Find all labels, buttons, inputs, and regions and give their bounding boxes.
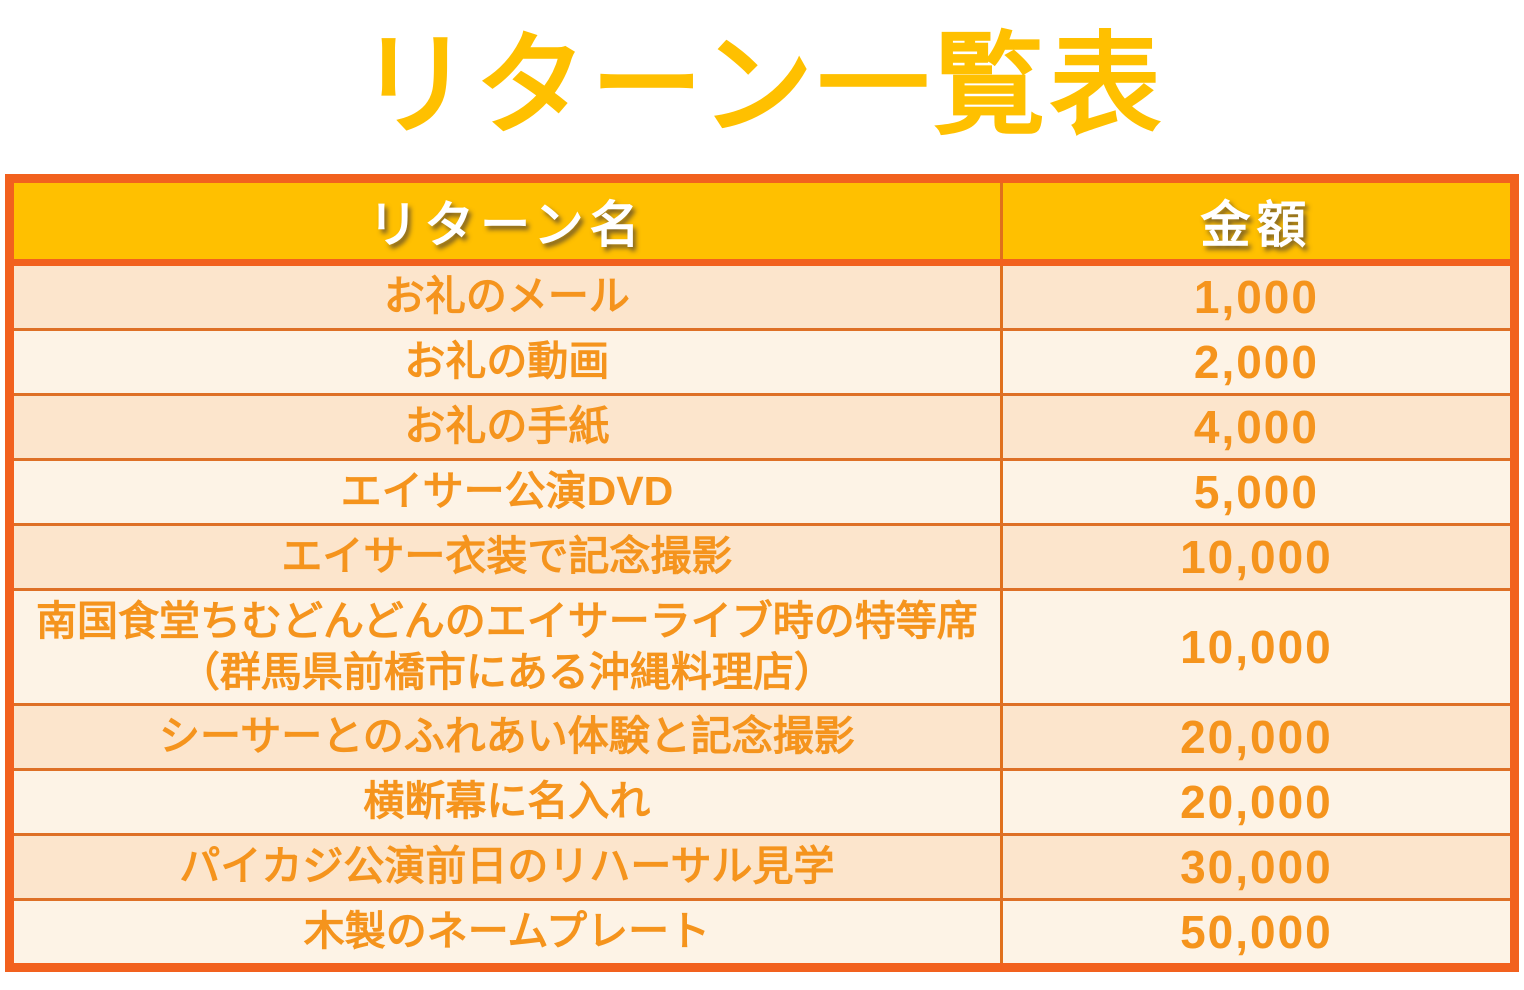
table-row: お礼のメール 1,000: [14, 266, 1510, 328]
return-amount: 20,000: [1180, 711, 1333, 763]
return-name-cell: お礼の動画: [14, 331, 1003, 393]
return-amount-cell: 1,000: [1003, 266, 1510, 328]
return-amount: 5,000: [1193, 466, 1319, 518]
table-row: 横断幕に名入れ 20,000: [14, 768, 1510, 833]
return-name: エイサー衣装で記念撮影: [281, 533, 733, 580]
column-header-return-name-label: リターン名: [368, 197, 646, 253]
return-amount-cell: 10,000: [1003, 526, 1510, 588]
column-header-return-name: リターン名: [14, 183, 1003, 259]
return-amount-cell: 2,000: [1003, 331, 1510, 393]
return-name: お礼の動画: [404, 338, 610, 385]
table-header-row: リターン名 金額: [14, 183, 1510, 266]
return-amount-cell: 30,000: [1003, 836, 1510, 898]
return-amount-cell: 10,000: [1003, 591, 1510, 703]
return-amount: 10,000: [1180, 621, 1333, 673]
column-header-amount-label: 金額: [1200, 197, 1313, 253]
table-row: お礼の動画 2,000: [14, 328, 1510, 393]
return-amount-cell: 5,000: [1003, 461, 1510, 523]
column-header-amount: 金額: [1003, 183, 1510, 259]
table-row: お礼の手紙 4,000: [14, 393, 1510, 458]
return-name-cell: お礼のメール: [14, 266, 1003, 328]
page-title: リターン一覧表: [358, 23, 1166, 148]
return-name: 南国食堂ちむどんどんのエイサーライブ時の特等席 （群馬県前橋市にある沖縄料理店）: [36, 597, 978, 695]
return-amount-cell: 50,000: [1003, 901, 1510, 963]
return-name-cell: 横断幕に名入れ: [14, 771, 1003, 833]
return-name-cell: パイカジ公演前日のリハーサル見学: [14, 836, 1003, 898]
return-amount-cell: 20,000: [1003, 771, 1510, 833]
return-name: お礼のメール: [383, 273, 630, 320]
return-amount: 4,000: [1193, 401, 1319, 453]
table-row: エイサー公演DVD 5,000: [14, 458, 1510, 523]
return-name-cell: シーサーとのふれあい体験と記念撮影: [14, 706, 1003, 768]
returns-table: リターン名 金額 お礼のメール 1,000 お礼の動画 2,000 お: [5, 174, 1519, 972]
table-row: 南国食堂ちむどんどんのエイサーライブ時の特等席 （群馬県前橋市にある沖縄料理店）…: [14, 588, 1510, 703]
return-name: お礼の手紙: [404, 403, 610, 450]
return-amount-cell: 20,000: [1003, 706, 1510, 768]
return-amount: 20,000: [1180, 776, 1333, 828]
table-row: 木製のネームプレート 50,000: [14, 898, 1510, 963]
return-amount-cell: 4,000: [1003, 396, 1510, 458]
return-amount: 30,000: [1180, 841, 1333, 893]
return-name-cell: 南国食堂ちむどんどんのエイサーライブ時の特等席 （群馬県前橋市にある沖縄料理店）: [14, 591, 1003, 703]
return-name: エイサー公演DVD: [340, 468, 674, 515]
return-name-cell: 木製のネームプレート: [14, 901, 1003, 963]
return-amount: 2,000: [1193, 336, 1319, 388]
return-name-cell: エイサー公演DVD: [14, 461, 1003, 523]
return-amount: 1,000: [1193, 271, 1319, 323]
table-row: パイカジ公演前日のリハーサル見学 30,000: [14, 833, 1510, 898]
return-name: シーサーとのふれあい体験と記念撮影: [159, 713, 855, 760]
return-name: パイカジ公演前日のリハーサル見学: [179, 843, 835, 890]
return-amount: 50,000: [1180, 906, 1333, 958]
return-name-cell: お礼の手紙: [14, 396, 1003, 458]
return-name: 横断幕に名入れ: [363, 778, 651, 825]
return-amount: 10,000: [1180, 531, 1333, 583]
return-name-cell: エイサー衣装で記念撮影: [14, 526, 1003, 588]
table-row: エイサー衣装で記念撮影 10,000: [14, 523, 1510, 588]
table-row: シーサーとのふれあい体験と記念撮影 20,000: [14, 703, 1510, 768]
return-name: 木製のネームプレート: [303, 908, 711, 955]
